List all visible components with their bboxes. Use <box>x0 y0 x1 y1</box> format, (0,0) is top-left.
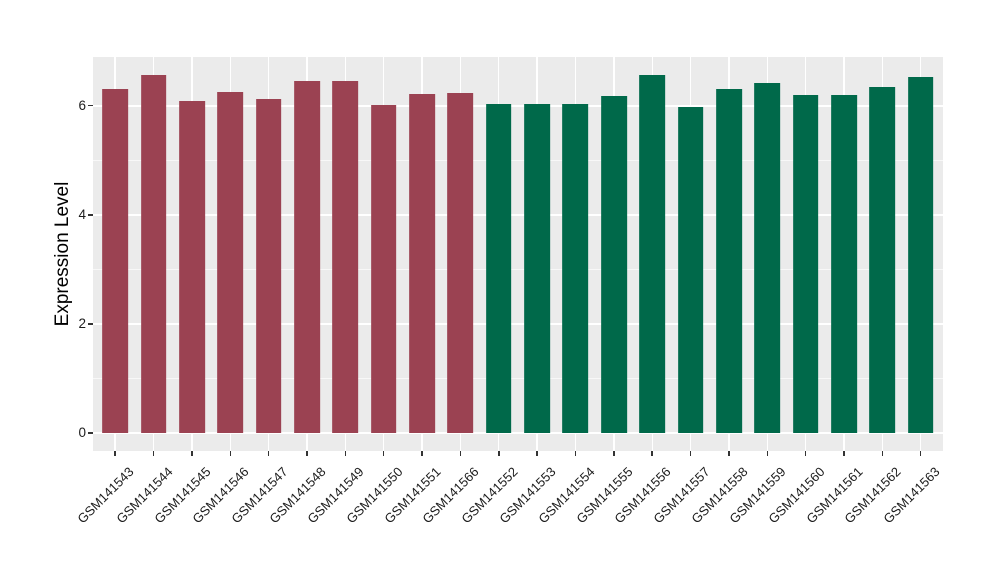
x-axis-tick <box>306 451 308 456</box>
bar-GSM141548 <box>294 81 320 433</box>
category-slot: GSM141554 <box>535 57 597 526</box>
bar-GSM141563 <box>907 76 934 433</box>
category-slot: GSM141558 <box>688 57 751 526</box>
plot-panel: GSM141543 GSM141544 GSM141545 GSM141546 GSM1… <box>75 57 943 526</box>
bar-GSM141552 <box>485 103 512 433</box>
x-axis-tick <box>459 451 462 456</box>
category-slot: GSM141559 <box>727 57 789 526</box>
category-slot: GSM141561 <box>803 57 866 526</box>
x-axis-tick <box>843 451 845 456</box>
x-axis-tick <box>421 451 423 456</box>
category-slot: GSM141544 <box>113 57 175 526</box>
y-axis-tick <box>87 323 93 325</box>
y-tick-label: 0 <box>78 425 86 440</box>
category-slot: GSM141543 <box>75 57 137 526</box>
bar-GSM141560 <box>792 95 819 433</box>
x-axis-tick <box>498 451 500 456</box>
category-slot: GSM141556 <box>612 57 674 526</box>
bar-GSM141551 <box>409 94 435 433</box>
x-axis-tick <box>191 451 193 456</box>
bar-GSM141544 <box>140 75 167 433</box>
gridline-major <box>93 432 943 434</box>
x-axis-tick <box>919 451 922 456</box>
bar-GSM141562 <box>869 87 896 433</box>
y-tick-label: 2 <box>78 315 86 331</box>
bar-GSM141558 <box>716 89 742 433</box>
x-axis-tick <box>344 451 347 456</box>
x-axis-tick <box>382 451 385 456</box>
bar-GSM141549 <box>332 80 359 433</box>
category-slot: GSM141545 <box>151 57 214 526</box>
bar-GSM141556 <box>639 75 666 433</box>
y-axis-title: Expression Level <box>52 181 73 327</box>
gridline-major <box>93 104 943 107</box>
bar-GSM141550 <box>370 105 397 433</box>
bar-GSM141555 <box>601 95 627 433</box>
bar-GSM141546 <box>217 92 244 433</box>
bar-GSM141553 <box>524 103 550 433</box>
bar-GSM141545 <box>179 100 205 433</box>
category-slot: GSM141563 <box>880 57 942 526</box>
bar-GSM141547 <box>255 99 282 433</box>
y-axis-tick <box>87 432 93 434</box>
bar-GSM141561 <box>831 94 857 433</box>
y-tick-label: 4 <box>78 206 86 222</box>
category-slot: GSM141551 <box>381 57 444 526</box>
category-slot: GSM141546 <box>190 57 252 526</box>
gridline-major <box>93 213 943 216</box>
category-slot: GSM141555 <box>573 57 635 526</box>
bar-GSM141543 <box>102 89 129 433</box>
x-axis-tick <box>728 451 730 456</box>
category-slot: GSM141557 <box>650 57 712 526</box>
bar-GSM141554 <box>562 103 589 433</box>
category-slot: GSM141547 <box>228 57 290 526</box>
x-axis-tick <box>766 451 769 456</box>
category-slot: GSM141552 <box>458 57 520 526</box>
x-axis-tick <box>689 451 692 456</box>
gridline-minor <box>93 268 943 270</box>
x-axis-tick <box>804 451 807 456</box>
x-axis-tick <box>613 451 615 456</box>
category-slot: GSM141548 <box>266 57 329 526</box>
y-axis-tick <box>87 104 93 107</box>
bar-GSM141566 <box>447 93 474 433</box>
category-slot: GSM141550 <box>343 57 405 526</box>
category-slot: GSM141553 <box>497 57 559 526</box>
bar-slots: GSM141543 GSM141544 GSM141545 GSM141546 GSM1… <box>75 57 943 526</box>
gridline-minor <box>93 378 943 379</box>
category-slot: GSM141560 <box>765 57 827 526</box>
category-slot: GSM141549 <box>305 57 367 526</box>
bar-GSM141557 <box>677 107 704 433</box>
gridline-major <box>93 323 943 325</box>
x-axis-tick <box>651 451 653 456</box>
gridline-minor <box>93 159 943 161</box>
x-axis-tick <box>229 451 231 456</box>
x-axis-tick <box>536 451 538 456</box>
x-axis-tick <box>574 451 577 456</box>
x-axis-tick <box>267 451 270 456</box>
y-axis-tick <box>87 214 93 216</box>
bar-GSM141559 <box>754 83 781 433</box>
y-tick-label: 6 <box>78 97 86 113</box>
x-axis-tick <box>152 451 155 456</box>
category-slot: GSM141562 <box>842 57 904 526</box>
category-slot: GSM141566 <box>420 57 482 526</box>
x-axis-tick <box>114 451 116 456</box>
x-axis-tick <box>881 451 884 456</box>
